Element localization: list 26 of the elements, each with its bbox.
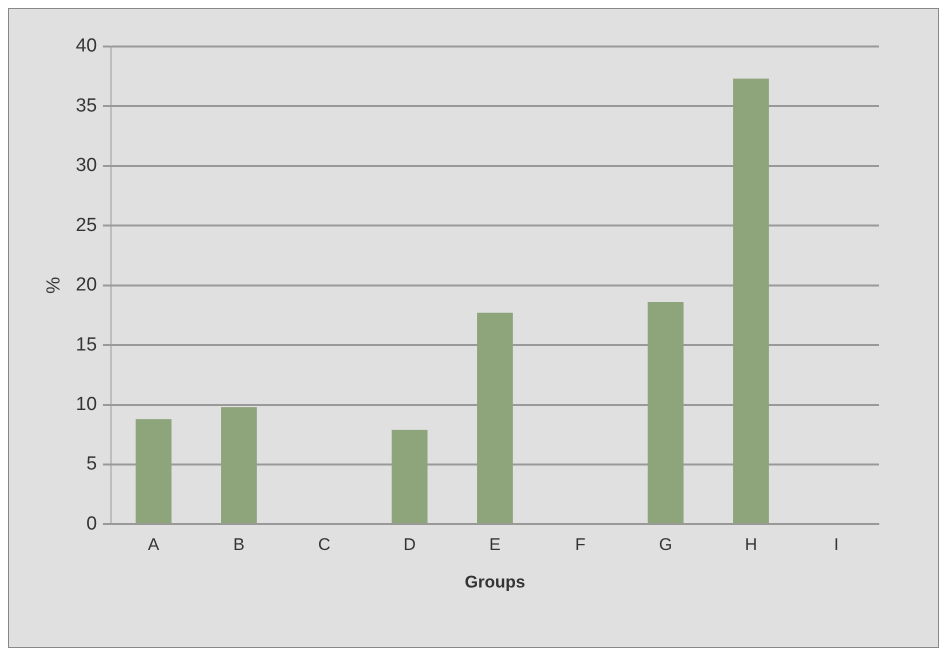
bar bbox=[477, 312, 513, 524]
x-tick-label: D bbox=[403, 535, 416, 554]
y-tick-label: 5 bbox=[86, 454, 97, 475]
x-tick-label: I bbox=[834, 535, 839, 554]
y-tick-label: 10 bbox=[76, 394, 97, 415]
y-axis-title: % bbox=[44, 276, 65, 294]
y-tick-label: 15 bbox=[76, 334, 97, 356]
x-tick-label: A bbox=[148, 535, 160, 554]
y-tick-label: 25 bbox=[76, 214, 97, 236]
y-tick-label: 35 bbox=[76, 95, 97, 116]
bar bbox=[648, 302, 684, 524]
x-tick-label: E bbox=[489, 535, 501, 554]
bar bbox=[392, 430, 428, 524]
y-tick-label: 0 bbox=[86, 513, 97, 534]
y-tick-label: 30 bbox=[76, 155, 97, 176]
x-tick-label: C bbox=[318, 535, 330, 554]
x-tick-label: B bbox=[233, 535, 245, 554]
x-tick-label: G bbox=[659, 535, 672, 554]
y-tick-label: 20 bbox=[76, 274, 97, 296]
bar bbox=[136, 419, 172, 524]
x-axis-title: Groups bbox=[464, 572, 526, 592]
x-tick-label: H bbox=[744, 535, 758, 554]
bar bbox=[733, 78, 769, 524]
bar bbox=[221, 407, 257, 524]
y-tick-label: 40 bbox=[76, 36, 97, 57]
x-tick-label: F bbox=[575, 535, 586, 554]
